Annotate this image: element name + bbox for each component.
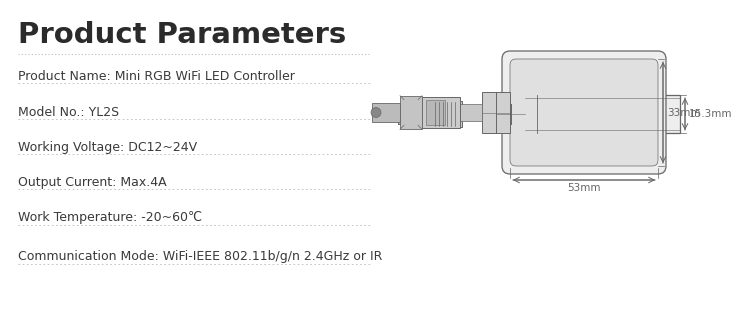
Bar — [462, 108, 497, 120]
Bar — [400, 96, 422, 129]
Text: 33mm: 33mm — [667, 108, 700, 117]
Bar — [460, 104, 482, 121]
Text: 15.3mm: 15.3mm — [689, 109, 733, 119]
Text: Model No.: YL2S: Model No.: YL2S — [18, 106, 119, 119]
Text: Product Name: Mini RGB WiFi LED Controller: Product Name: Mini RGB WiFi LED Controll… — [18, 70, 295, 83]
Bar — [400, 106, 410, 123]
Bar — [482, 92, 510, 133]
Text: Output Current: Max.4A: Output Current: Max.4A — [18, 176, 166, 189]
Bar — [412, 109, 432, 119]
Text: Communication Mode: WiFi-IEEE 802.11b/g/n 2.4GHz or IR: Communication Mode: WiFi-IEEE 802.11b/g/… — [18, 250, 382, 263]
Bar — [525, 95, 680, 133]
FancyBboxPatch shape — [510, 59, 658, 166]
Text: Product Parameters: Product Parameters — [18, 21, 346, 49]
Bar — [426, 100, 445, 125]
Bar — [497, 104, 525, 125]
Bar — [398, 104, 412, 125]
Text: Working Voltage: DC12~24V: Working Voltage: DC12~24V — [18, 141, 197, 154]
Bar — [525, 95, 537, 133]
FancyBboxPatch shape — [502, 51, 666, 174]
Text: 53mm: 53mm — [567, 183, 601, 193]
Text: Work Temperature: -20~60℃: Work Temperature: -20~60℃ — [18, 211, 202, 224]
Bar — [432, 101, 462, 127]
Bar — [422, 97, 460, 128]
Circle shape — [371, 108, 381, 117]
Bar — [372, 103, 400, 122]
